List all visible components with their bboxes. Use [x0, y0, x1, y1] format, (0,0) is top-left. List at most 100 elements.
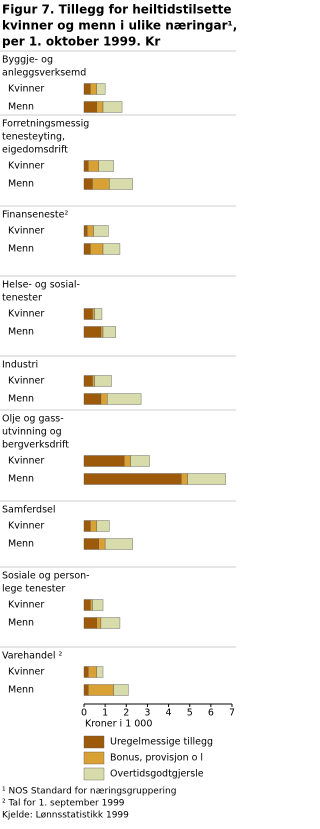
legend-label: Bonus, provisjon o l: [110, 753, 203, 764]
row-label: Menn: [8, 685, 34, 696]
group-label: lege tenester: [2, 584, 65, 595]
bar-segment: [83, 308, 93, 320]
bar-segment: [94, 375, 112, 387]
group-label: Sosiale og person-: [2, 571, 90, 582]
row-label: Kvinner: [8, 600, 44, 611]
bar-segment: [96, 520, 110, 532]
x-tick-label: 6: [208, 708, 214, 719]
legend-swatch: [83, 767, 105, 781]
x-axis-label: Kroner i 1 000: [85, 719, 152, 730]
bar-segment: [100, 393, 108, 405]
group-label: Samferdsel: [2, 505, 56, 516]
bar-segment: [83, 225, 88, 237]
bar-segment: [98, 538, 106, 550]
footnote: ¹ NOS Standard for næringsgruppering: [2, 787, 176, 797]
bar-segment: [96, 83, 106, 95]
bar-segment: [88, 160, 99, 172]
x-tick-label: 5: [187, 708, 193, 719]
bar-segment: [83, 375, 93, 387]
bar-segment: [96, 666, 104, 678]
bar-segment: [181, 473, 188, 485]
legend-label: Overtidsgodtgjersle: [110, 769, 204, 780]
bar-segment: [93, 225, 109, 237]
legend-swatch: [83, 751, 105, 765]
footnote: Kjelde: Lønnsstatistikk 1999: [2, 811, 129, 821]
group-label: utvinning og: [2, 427, 62, 438]
bar-segment: [94, 308, 103, 320]
bar-segment: [83, 243, 91, 255]
bar-segment: [83, 393, 102, 405]
bar-segment: [83, 178, 93, 190]
bar-segment: [92, 375, 95, 387]
row-label: Menn: [8, 539, 34, 550]
bar-segment: [96, 617, 102, 629]
bar-segment: [83, 160, 89, 172]
bar-segment: [102, 326, 116, 338]
row-label: Kvinner: [8, 161, 44, 172]
group-label: tenester: [2, 293, 42, 304]
row-label: Kvinner: [8, 226, 44, 237]
group-label: Olje og gass-: [2, 414, 64, 425]
row-label: Menn: [8, 474, 34, 485]
bar-segment: [123, 455, 131, 467]
chart-title: per 1. oktober 1999. Kr: [2, 35, 160, 49]
chart-title: kvinner og menn i ulike næringar¹,: [2, 19, 236, 33]
group-label: Helse- og sosial-: [2, 280, 80, 291]
chart: Figur 7. Tillegg for heiltidstilsette kvi…: [0, 3, 236, 821]
x-tick-label: 1: [102, 708, 108, 719]
bar-segment: [102, 101, 123, 113]
row-label: Menn: [8, 327, 34, 338]
x-tick-label: 0: [81, 708, 87, 719]
bar-segment: [100, 326, 104, 338]
row-label: Kvinner: [8, 521, 44, 532]
bar-segment: [109, 178, 133, 190]
bar-segment: [83, 599, 91, 611]
group-label: Varehandel ²: [2, 651, 63, 662]
row-label: Kvinner: [8, 456, 44, 467]
bar-segment: [90, 520, 97, 532]
bar-segment: [107, 393, 142, 405]
x-tick-label: 3: [144, 708, 150, 719]
footnote: ² Tal for 1. september 1999: [2, 799, 125, 809]
row-label: Menn: [8, 179, 34, 190]
group-label: anleggsverksemd: [2, 68, 86, 79]
bar-segment: [104, 538, 133, 550]
group-label: bergverksdrift: [2, 440, 69, 451]
bar-segment: [83, 101, 97, 113]
bar-segment: [90, 83, 97, 95]
bar-segment: [88, 684, 114, 696]
bar-segment: [83, 520, 91, 532]
bar-segment: [83, 666, 89, 678]
bar-segment: [83, 617, 97, 629]
x-tick-label: 7: [229, 708, 235, 719]
chart-title: Figur 7. Tillegg for heiltidstilsette: [2, 3, 232, 17]
bar-segment: [92, 599, 104, 611]
bar-segment: [83, 684, 89, 696]
group-label: Forretningsmessig: [2, 119, 89, 130]
bar-segment: [83, 455, 125, 467]
row-label: Menn: [8, 618, 34, 629]
bar-segment: [83, 538, 100, 550]
bar-segment: [113, 684, 129, 696]
bar-segment: [88, 666, 97, 678]
row-label: Menn: [8, 394, 34, 405]
bar-segment: [83, 83, 91, 95]
bar-segment: [83, 326, 102, 338]
bar-segment: [96, 101, 104, 113]
x-tick-label: 4: [166, 708, 172, 719]
bar-segment: [90, 599, 93, 611]
group-label: tenesteyting,: [2, 132, 65, 143]
group-label: Byggje- og: [2, 55, 53, 66]
row-label: Kvinner: [8, 667, 44, 678]
bar-segment: [83, 473, 182, 485]
bar-segment: [130, 455, 150, 467]
group-label: Industri: [2, 360, 38, 371]
bar-segment: [98, 160, 114, 172]
bar-segment: [102, 243, 121, 255]
bar-segment: [100, 617, 121, 629]
row-label: Menn: [8, 244, 34, 255]
x-tick-label: 2: [123, 708, 129, 719]
group-label: Finanseneste²: [2, 210, 68, 221]
bar-segment: [86, 225, 94, 237]
bar-segment: [92, 308, 95, 320]
